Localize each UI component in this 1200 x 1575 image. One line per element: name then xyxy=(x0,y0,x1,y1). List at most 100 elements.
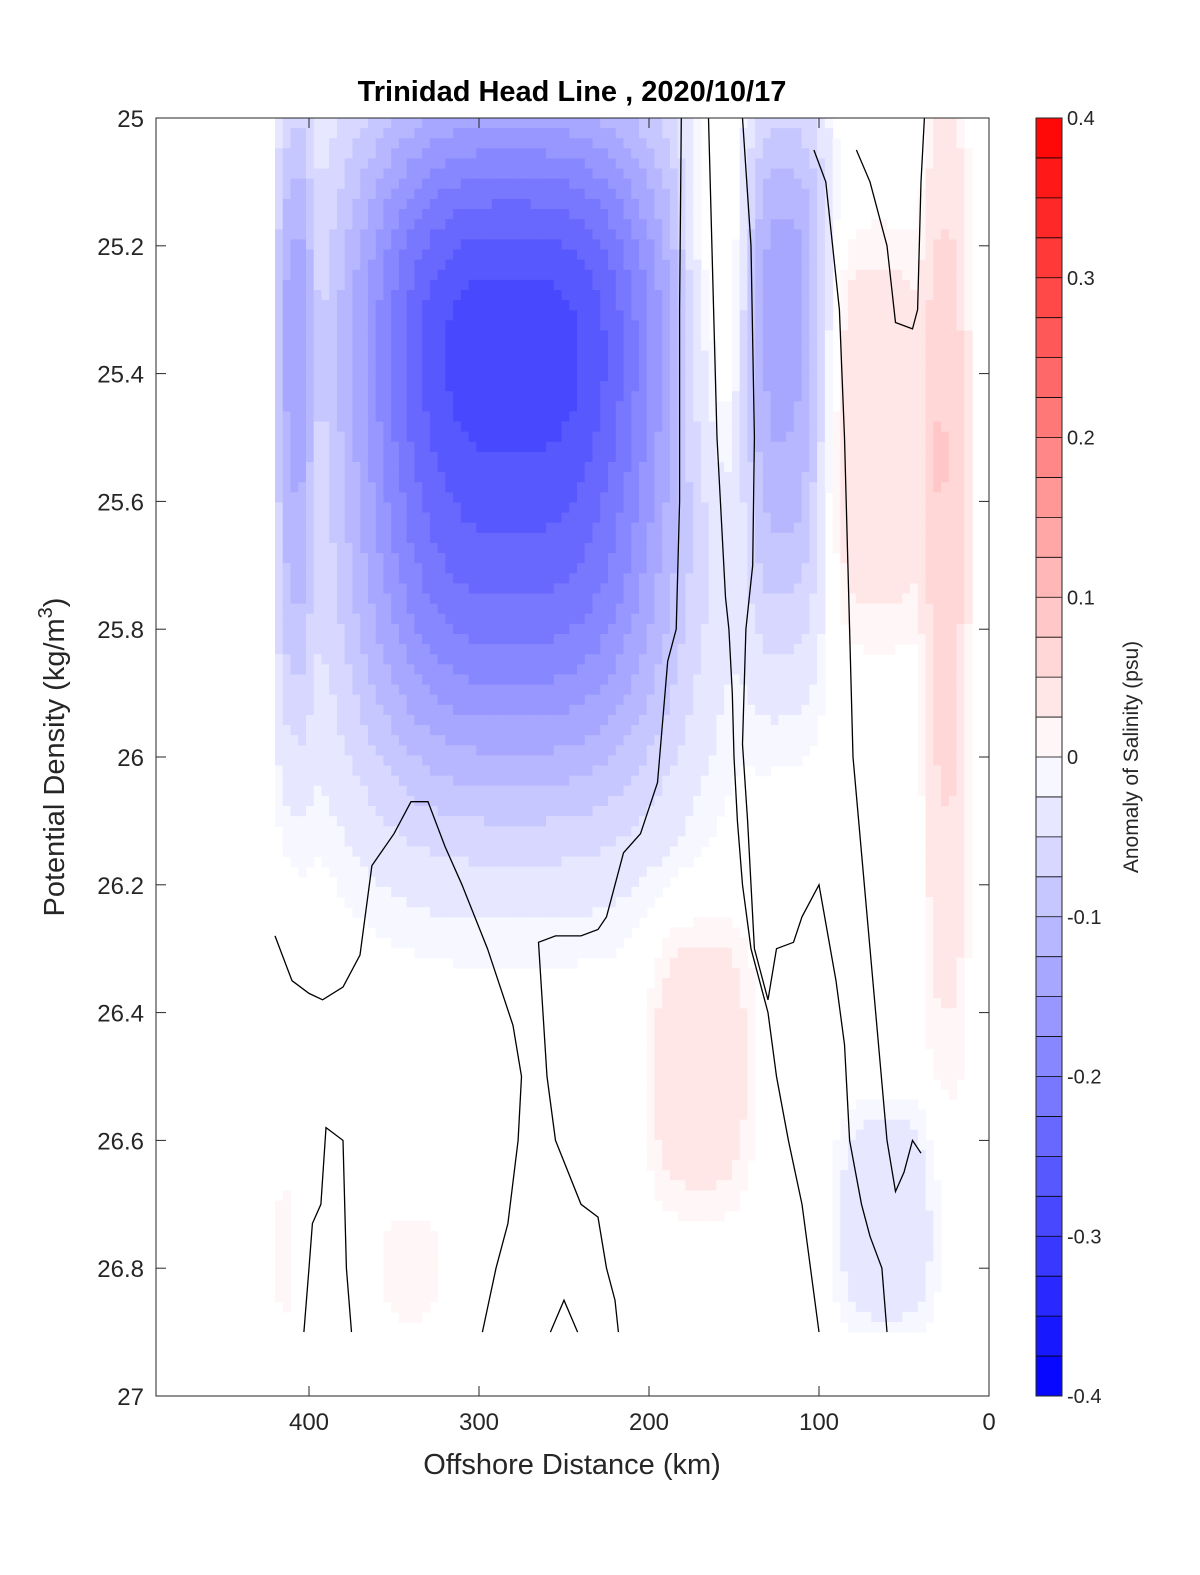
contour-cell xyxy=(608,613,617,625)
contour-cell xyxy=(298,826,307,837)
contour-cell xyxy=(290,259,299,271)
contour-cell xyxy=(445,239,454,251)
contour-cell xyxy=(275,765,284,777)
contour-cell xyxy=(422,805,431,817)
contour-cell xyxy=(321,613,330,625)
contour-cell xyxy=(476,674,485,686)
contour-cell xyxy=(445,269,454,281)
contour-cell xyxy=(507,876,516,888)
contour-cell xyxy=(615,684,625,696)
contour-cell xyxy=(429,421,439,433)
contour-cell xyxy=(592,735,601,746)
contour-cell xyxy=(654,340,663,352)
contour-cell xyxy=(700,603,710,615)
contour-cell xyxy=(305,441,315,453)
contour-cell xyxy=(484,168,493,180)
contour-cell xyxy=(592,370,601,382)
contour-cell xyxy=(398,735,408,746)
contour-cell xyxy=(685,158,694,170)
contour-cell xyxy=(367,846,377,858)
contour-cell xyxy=(654,603,663,615)
contour-cell xyxy=(344,249,354,261)
chart-title: Trinidad Head Line , 2020/10/17 xyxy=(358,76,787,108)
contour-cell xyxy=(383,1281,392,1293)
contour-cell xyxy=(414,259,423,271)
contour-cell xyxy=(623,613,632,625)
contour-cell xyxy=(352,360,361,372)
contour-cell xyxy=(569,330,578,342)
contour-cell xyxy=(515,431,524,443)
contour-cell xyxy=(468,300,477,311)
contour-cell xyxy=(367,401,377,413)
contour-cell xyxy=(344,542,354,554)
contour-cell xyxy=(275,1271,284,1283)
contour-cell xyxy=(600,209,609,220)
contour-cell xyxy=(422,907,431,918)
contour-cell xyxy=(305,360,315,372)
contour-cell xyxy=(577,168,586,180)
contour-cell xyxy=(677,1160,687,1171)
contour-cell xyxy=(375,350,385,362)
contour-cell xyxy=(476,714,485,726)
contour-cell xyxy=(546,188,555,200)
contour-cell xyxy=(398,1311,408,1323)
contour-cell xyxy=(360,290,369,301)
contour-cell xyxy=(577,128,586,139)
contour-cell xyxy=(700,300,710,311)
contour-cell xyxy=(693,714,702,726)
contour-cell xyxy=(375,269,385,281)
contour-cell xyxy=(507,330,516,342)
contour-cell xyxy=(290,168,299,180)
contour-cell xyxy=(290,128,299,139)
contour-cell xyxy=(336,239,346,251)
contour-cell xyxy=(561,300,570,311)
contour-cell xyxy=(507,684,516,696)
contour-cell xyxy=(638,209,648,220)
contour-cell xyxy=(515,290,524,301)
contour-cell xyxy=(352,846,361,858)
contour-cell xyxy=(344,765,354,777)
contour-cell xyxy=(375,542,385,554)
contour-cell xyxy=(716,917,725,928)
contour-cell xyxy=(716,563,725,574)
contour-cell xyxy=(654,472,663,483)
contour-cell xyxy=(530,492,539,504)
contour-cell xyxy=(305,826,315,837)
contour-cell xyxy=(329,168,338,180)
contour-cell xyxy=(414,482,423,493)
contour-cell xyxy=(406,1241,415,1252)
contour-cell xyxy=(716,977,725,989)
contour-cell xyxy=(615,714,625,726)
contour-cell xyxy=(608,623,617,635)
contour-cell xyxy=(391,765,400,777)
contour-cell xyxy=(290,593,299,605)
contour-cell xyxy=(631,826,640,837)
contour-cell xyxy=(716,462,725,473)
contour-cell xyxy=(460,603,470,615)
contour-cell xyxy=(662,1180,671,1192)
contour-cell xyxy=(662,441,671,453)
contour-cell xyxy=(290,118,299,129)
contour-cell xyxy=(569,664,578,676)
contour-cell xyxy=(422,360,431,372)
contour-cell xyxy=(282,725,292,736)
contour-cell xyxy=(414,836,423,848)
contour-cell xyxy=(360,613,369,625)
contour-cell xyxy=(662,856,671,868)
contour-cell xyxy=(453,158,462,170)
contour-cell xyxy=(584,158,594,170)
contour-cell xyxy=(367,735,377,746)
contour-cell xyxy=(468,542,477,554)
contour-cell xyxy=(669,1170,679,1181)
contour-cell xyxy=(406,593,415,605)
contour-cell xyxy=(708,957,718,969)
contour-cell xyxy=(538,249,547,261)
contour-cell xyxy=(429,269,439,281)
contour-cell xyxy=(662,431,671,443)
contour-cell xyxy=(406,664,415,676)
contour-cell xyxy=(352,765,361,777)
contour-cell xyxy=(360,795,369,807)
contour-cell xyxy=(600,249,609,261)
contour-cell xyxy=(290,462,299,473)
contour-cell xyxy=(693,937,702,949)
